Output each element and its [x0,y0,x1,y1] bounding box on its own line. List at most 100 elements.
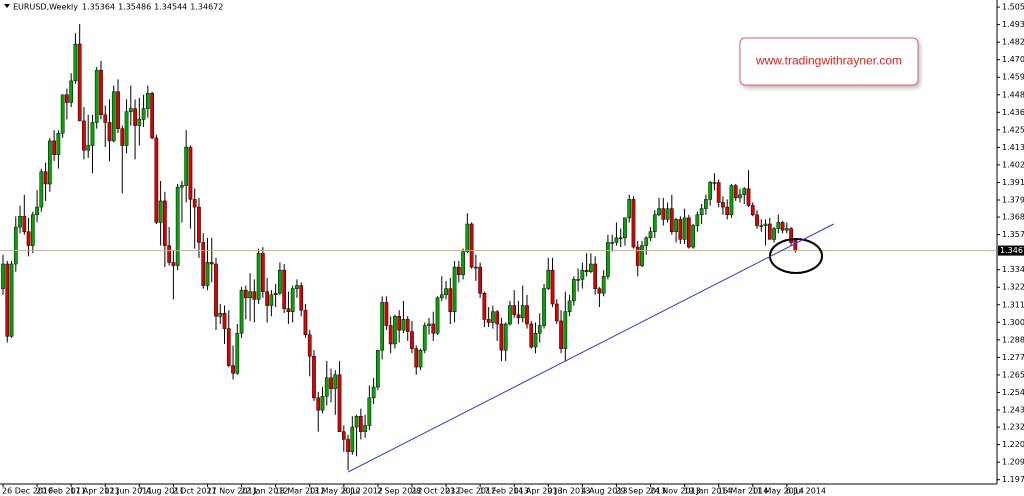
x-tick-label: 9 Jun 2013 [547,487,590,496]
y-tick-label: 1.47080 [1002,55,1024,64]
candle-body [192,199,197,208]
y-tick-label: 1.43660 [1002,108,1024,117]
candle-body [214,263,218,317]
candle-body [559,320,563,349]
x-tick-label: 23 Dec 2012 [445,487,496,496]
y-tick-label: 1.22060 [1002,440,1024,449]
candle-body [171,262,176,266]
candle-body [333,374,338,389]
candle-body [729,185,734,216]
candle-body [410,331,414,349]
candle-body [469,223,474,268]
header-close: 1.34672 [190,2,223,11]
candle-body [145,92,150,109]
candle-body [759,225,764,227]
x-tick-label: 17 Feb 2013 [479,487,529,496]
candle-body [418,349,423,368]
candle-body [567,300,572,312]
candle-body [648,231,653,239]
header-high: 1.35486 [118,2,151,11]
candle-body [235,332,240,374]
candle-body [601,276,606,294]
candle-body [652,214,657,232]
candle-body [733,185,738,199]
candle-body [363,425,367,432]
candle-body [286,308,291,312]
candle-body [597,288,602,294]
candle-body [439,294,444,299]
x-tick-label: 22 Jan 2012 [241,487,289,496]
candle-body [141,108,146,120]
y-tick-label: 1.27730 [1002,353,1024,362]
symbol: EURUSD,Weekly [13,2,78,11]
candle-body [150,92,154,139]
candle-body [324,377,329,397]
candle-body [329,377,333,389]
candle-body [593,263,597,289]
candle-body [226,328,231,366]
candle-body [367,397,372,426]
candle-body [444,288,448,296]
candle-body [261,252,265,292]
candle-body [73,43,78,82]
candle-body [708,182,713,200]
candle-body [606,242,610,277]
candle-body [627,199,632,219]
candle-body [133,108,137,126]
x-tick-label: 2 Oct 2011 [172,487,216,496]
chart-header: EURUSD,Weekly 1.35364 1.35486 1.34544 1.3467… [13,2,223,11]
candle-body [312,356,316,399]
y-tick-label: 1.49360 [1002,20,1024,29]
candle-body [763,223,768,226]
candle-body [631,199,636,248]
candle-body [486,319,491,323]
candle-body [401,319,406,331]
candle-body [99,69,103,116]
y-tick-label: 1.37960 [1002,196,1024,205]
candle-body [721,202,725,208]
candle-body [256,252,261,300]
candle-body [584,269,589,272]
candle-body [533,332,538,348]
candle-body [167,245,171,263]
candle-body [687,217,691,248]
candle-body [295,285,299,289]
candle-body [431,323,436,334]
y-tick-label: 1.39100 [1002,178,1024,187]
candle-body [18,216,22,228]
y-tick-label: 1.42520 [1002,125,1024,134]
x-tick-label: 8 Jul 2012 [343,487,383,496]
annotation: www.tradingwithrayner.com [755,54,902,68]
x-tick-label: 19 Jan 2014 [684,487,732,496]
y-tick-label: 1.20920 [1002,458,1024,467]
candle-body [269,294,274,306]
y-tick-label: 1.31150 [1002,300,1024,309]
candle-body [738,194,742,199]
x-tick-label: 20 Feb 2011 [36,487,86,496]
x-tick-label: 26 Dec 2010 [2,487,53,496]
candle-body [52,140,56,156]
y-tick-label: 1.19780 [1002,475,1024,484]
candle-body [69,80,74,103]
candle-body [682,217,687,240]
candle-body [499,323,504,351]
candle-body [48,140,52,185]
candle-body [26,231,31,246]
candle-body [661,208,666,220]
candle-body [154,137,159,223]
candle-body [231,365,235,374]
candle-body [82,120,86,151]
candle-body [77,43,82,122]
candle-body [678,219,683,240]
candle-body [371,386,376,399]
candle-body [243,289,248,299]
y-tick-label: 1.25450 [1002,388,1024,397]
candle-body [201,242,206,286]
candle-body [503,323,508,351]
candle-body [39,171,44,208]
candle-body [350,426,355,452]
candle-body [435,297,440,334]
candle-body [520,305,525,319]
